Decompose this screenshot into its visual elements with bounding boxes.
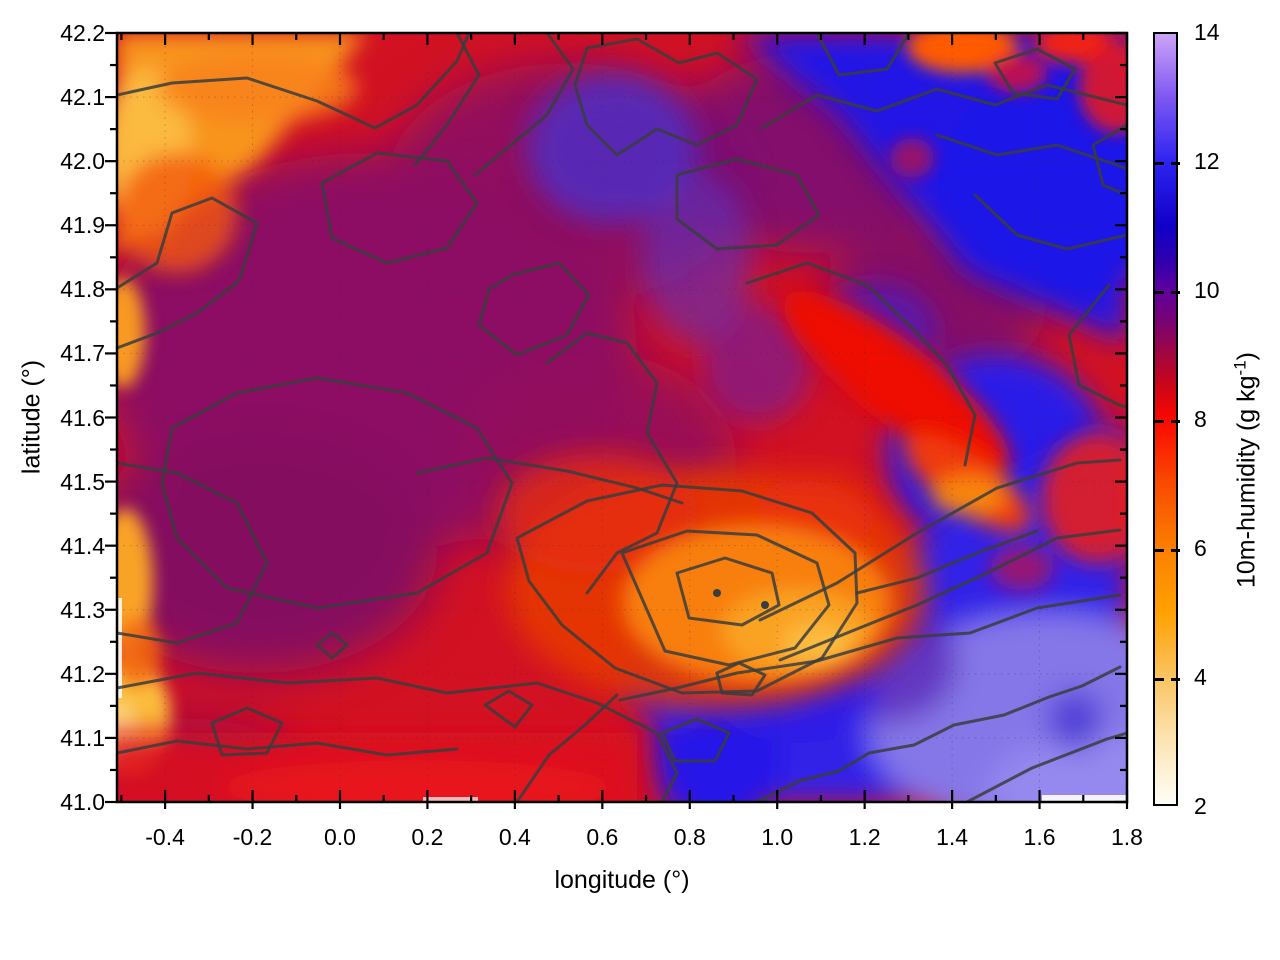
y-tick-label: 41.9 (60, 212, 105, 239)
x-tick-label: 1.8 (1111, 824, 1143, 850)
x-axis-title: longitude (°) (554, 866, 690, 894)
y-tick-label: 41.7 (60, 340, 105, 367)
y-tick-label: 41.8 (60, 276, 105, 303)
colorbar-tick-label: 2 (1194, 793, 1207, 819)
colorbar-tick-label: 8 (1194, 406, 1207, 432)
y-tick-label: 41.4 (60, 532, 105, 559)
x-tick-label: -0.4 (145, 824, 185, 850)
y-axis-title: latitude (°) (17, 359, 46, 475)
x-tick-label: 0.0 (323, 824, 356, 850)
y-tick-label: 41.3 (60, 596, 105, 623)
x-tick-label: 1.0 (761, 824, 794, 850)
x-tick-label: 0.2 (411, 824, 444, 850)
humidity-field (117, 33, 1127, 802)
colorbar-level-dash (1171, 677, 1180, 681)
y-tick-label: 42.2 (60, 20, 105, 46)
colorbar-tick-label: 10 (1194, 277, 1220, 303)
y-tick-label: 42.0 (60, 148, 105, 175)
y-tick-label: 41.6 (60, 404, 105, 431)
colorbar-gradient (1153, 32, 1180, 806)
colorbar-level-dash (1171, 419, 1180, 423)
colorbar-level-dash (1171, 290, 1180, 294)
colorbar-level-dash (1155, 419, 1164, 423)
colorbar-level-dash (1155, 677, 1164, 681)
colorbar-title-sup: -1 (1230, 360, 1250, 376)
humidity-heatmap (117, 33, 1127, 802)
x-tick-label: 0.4 (498, 824, 531, 850)
colorbar-level-dash (1155, 161, 1164, 165)
y-tick-label: 41.0 (60, 789, 105, 815)
x-tick-label: 0.6 (586, 824, 619, 850)
colorbar-level-dash (1155, 290, 1164, 294)
x-tick-label: 0.8 (673, 824, 706, 850)
x-tick-label: -0.2 (232, 824, 273, 850)
colorbar-title-close: ) (1232, 351, 1261, 361)
y-tick-label: 42.1 (60, 84, 105, 111)
colorbar-level-dash (1171, 161, 1180, 165)
colorbar-tick-label: 12 (1194, 148, 1220, 174)
colorbar-tick-label: 6 (1194, 535, 1207, 561)
colorbar-title-text: 10m-humidity (g kg (1232, 375, 1261, 589)
colorbar-title: 10m-humidity (g kg-1) (1230, 352, 1261, 588)
colorbar-tick-label: 14 (1194, 19, 1220, 45)
y-tick-label: 41.5 (60, 468, 105, 495)
y-tick-label: 41.2 (60, 660, 105, 687)
colorbar-tick-label: 4 (1194, 664, 1207, 690)
colorbar-level-dash (1155, 548, 1164, 552)
y-tick-label: 41.1 (60, 724, 105, 751)
x-tick-label: 1.2 (848, 824, 881, 850)
colorbar-level-dash (1171, 548, 1180, 552)
x-tick-label: 1.6 (1023, 824, 1056, 850)
x-tick-label: 1.4 (936, 824, 969, 850)
